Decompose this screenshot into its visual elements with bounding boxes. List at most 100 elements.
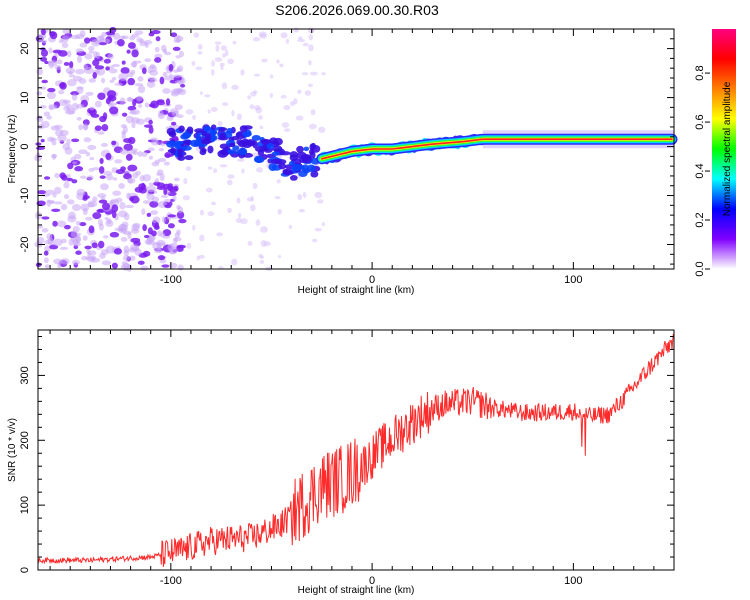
signal-blob: [236, 139, 244, 146]
noise-blob: [154, 221, 160, 229]
noise-blob: [72, 225, 80, 233]
noise-blob: [76, 188, 86, 197]
noise-blob: [227, 207, 232, 214]
noise-blob: [276, 59, 280, 64]
signal-blob: [282, 169, 289, 175]
noise-blob: [236, 113, 242, 121]
noise-blob: [68, 74, 76, 78]
noise-blob: [71, 102, 79, 111]
noise-blob: [314, 191, 323, 199]
noise-blob: [298, 36, 303, 40]
noise-blob: [48, 47, 53, 54]
noise-blob: [93, 51, 98, 58]
noise-blob: [166, 117, 174, 121]
noise-blob: [301, 72, 309, 76]
noise-blob: [40, 138, 45, 143]
noise-blob: [47, 60, 58, 67]
noise-blob: [260, 255, 264, 259]
noise-blob: [240, 218, 248, 225]
noise-blob: [54, 201, 63, 205]
noise-blob: [158, 147, 165, 152]
signal-blob: [288, 160, 296, 166]
noise-blob: [121, 60, 126, 65]
noise-blob: [317, 199, 324, 204]
noise-blob: [59, 246, 69, 251]
signal-blob: [181, 145, 192, 151]
noise-blob: [143, 234, 150, 239]
signal-blob: [232, 145, 240, 151]
signal-blob: [186, 126, 194, 134]
noise-blob: [70, 35, 81, 40]
signal-blob: [189, 139, 201, 148]
noise-blob: [40, 86, 47, 90]
noise-blob: [307, 60, 312, 66]
noise-blob: [100, 142, 109, 148]
noise-blob: [51, 153, 57, 160]
noise-blob: [102, 112, 108, 120]
signal-blob: [177, 150, 183, 158]
signal-blob: [219, 132, 227, 141]
noise-blob: [151, 196, 160, 203]
signal-blob: [271, 151, 280, 156]
noise-blob: [158, 157, 167, 163]
noise-blob: [146, 80, 156, 88]
noise-blob: [108, 102, 118, 106]
noise-blob: [131, 49, 139, 58]
noise-blob: [261, 58, 268, 63]
signal-blob: [239, 125, 248, 133]
noise-blob: [79, 30, 86, 38]
signal-blob: [182, 131, 191, 139]
noise-blob: [172, 46, 181, 51]
noise-blob: [127, 77, 136, 86]
noise-blob: [54, 124, 63, 130]
noise-blob: [154, 178, 160, 183]
noise-blob: [37, 190, 47, 195]
noise-blob: [94, 100, 102, 108]
noise-blob: [185, 166, 192, 172]
noise-blob: [144, 42, 149, 48]
chart-title: S206.2026.069.00.30.R03: [275, 2, 439, 18]
noise-blob: [192, 114, 196, 121]
colorbar-tick-label: 0.4: [694, 163, 706, 178]
noise-blob: [142, 250, 151, 257]
noise-blob: [67, 79, 77, 87]
noise-blob: [150, 137, 158, 142]
noise-blob: [71, 138, 80, 143]
noise-blob: [49, 31, 58, 40]
noise-blob: [109, 79, 115, 84]
noise-blob: [177, 65, 184, 73]
x-tick-label: 100: [564, 274, 582, 286]
noise-blob: [283, 128, 291, 132]
noise-blob: [125, 115, 134, 124]
noise-blob: [88, 167, 95, 173]
noise-blob: [130, 61, 138, 68]
noise-blob: [321, 222, 326, 227]
noise-blob: [105, 245, 116, 254]
y-tick-label: -20: [19, 237, 31, 253]
spectrogram-y-label: Frequency (Hz): [7, 115, 18, 184]
noise-blob: [62, 35, 71, 41]
noise-blob: [84, 245, 92, 250]
signal-blob: [268, 163, 277, 172]
noise-blob: [318, 126, 326, 133]
noise-blob: [118, 210, 128, 218]
noise-blob: [256, 167, 264, 173]
noise-blob: [247, 95, 252, 100]
noise-blob: [120, 166, 126, 172]
noise-blob: [53, 258, 63, 265]
y-tick-label: 200: [19, 431, 31, 449]
noise-blob: [92, 71, 98, 79]
noise-blob: [111, 63, 121, 68]
noise-blob: [156, 172, 162, 176]
noise-blob: [43, 257, 49, 264]
noise-blob: [91, 242, 98, 249]
noise-blob: [83, 63, 88, 71]
noise-blob: [121, 35, 129, 40]
noise-blob: [270, 74, 274, 79]
noise-blob: [310, 109, 316, 116]
noise-blob: [297, 193, 303, 201]
signal-trace-layer: [320, 138, 673, 160]
noise-blob: [78, 149, 88, 155]
noise-blob: [101, 77, 106, 84]
